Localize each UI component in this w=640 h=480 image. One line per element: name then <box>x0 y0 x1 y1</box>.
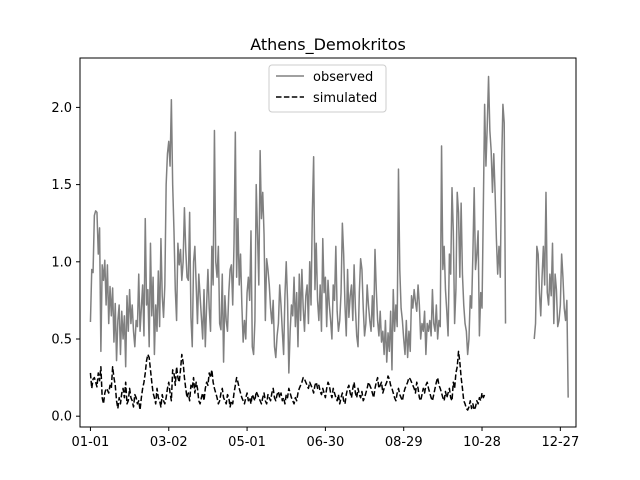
legend-label-observed: observed <box>313 70 373 85</box>
x-tick-label: 03-02 <box>150 435 188 450</box>
series-line-observed-segment-2 <box>533 191 569 398</box>
y-tick-label: 1.5 <box>51 178 72 193</box>
x-tick-label: 06-30 <box>306 435 344 450</box>
x-tick-label: 05-01 <box>228 435 266 450</box>
y-axis: 0.0 0.5 1.0 1.5 2.0 <box>51 101 80 425</box>
x-tick-label: 08-29 <box>385 435 423 450</box>
plot-area <box>89 75 569 411</box>
y-tick-label: 2.0 <box>51 101 72 116</box>
series-line-simulated-segment-1 <box>89 350 486 411</box>
series-layer <box>89 75 569 411</box>
y-tick-label: 1.0 <box>51 255 72 270</box>
x-axis: 01-01 03-02 05-01 06-30 08-29 10-28 12-27 <box>72 427 579 450</box>
legend-label-simulated: simulated <box>313 91 377 106</box>
chart-title: Athens_Demokritos <box>250 35 406 55</box>
y-tick-label: 0.5 <box>51 332 72 347</box>
series-line-observed-segment-1 <box>89 75 507 374</box>
x-tick-label: 10-28 <box>463 435 501 450</box>
y-tick-label: 0.0 <box>51 410 72 425</box>
plot-frame <box>79 57 577 428</box>
x-tick-label: 01-01 <box>72 435 110 450</box>
x-tick-label: 12-27 <box>541 435 579 450</box>
legend: observed simulated <box>268 64 387 113</box>
